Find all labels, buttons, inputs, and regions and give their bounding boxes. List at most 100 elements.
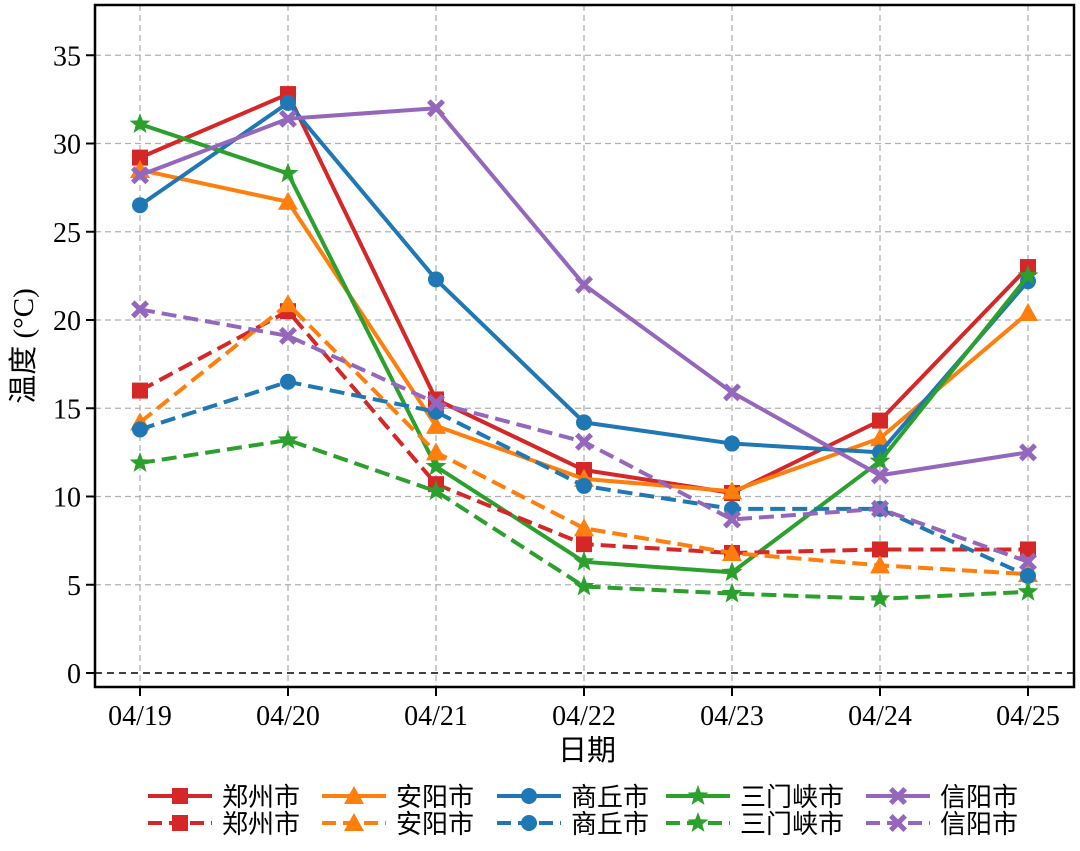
legend-item: 郑州市 (148, 783, 300, 812)
legend-item: 商丘市 (497, 810, 649, 839)
legend-label: 信阳市 (940, 810, 1018, 839)
data-point-square (576, 536, 592, 553)
data-point-star (425, 455, 447, 476)
data-point-square (1020, 541, 1036, 558)
data-point-square (872, 412, 888, 429)
legend-marker-circle (521, 788, 537, 804)
data-point-star (573, 575, 595, 596)
data-point-x (575, 275, 593, 294)
data-point-triangle (870, 555, 890, 574)
data-point-x (131, 166, 149, 185)
data-point-star (869, 450, 891, 471)
y-tick-label: 5 (67, 571, 81, 602)
series-solid-3 (129, 113, 1039, 582)
data-point-star (1017, 264, 1039, 285)
data-point-triangle (278, 191, 298, 210)
data-point-circle (1020, 567, 1036, 584)
data-point-square (132, 382, 148, 399)
data-point-circle (428, 271, 444, 288)
legend-item: 安阳市 (322, 783, 474, 812)
data-point-x (871, 499, 889, 518)
legend-marker-triangle (344, 813, 364, 831)
series-dashed-9 (131, 300, 1037, 571)
data-point-star (721, 582, 743, 603)
legend-marker-square (172, 815, 188, 831)
legend-marker-circle (521, 815, 537, 831)
legend-label: 三门峡市 (740, 783, 844, 812)
legend-marker-star (687, 812, 709, 832)
x-axis-label: 日期 (558, 735, 616, 767)
x-tick-label: 04/24 (848, 701, 912, 732)
data-point-triangle (278, 294, 298, 313)
legend-label: 郑州市 (222, 783, 300, 812)
data-point-circle (576, 477, 592, 494)
legend-label: 郑州市 (222, 810, 300, 839)
data-point-circle (132, 421, 148, 438)
y-tick-label: 30 (53, 130, 81, 161)
y-axis-label: 温度 (°C) (7, 288, 40, 404)
data-point-star (573, 550, 595, 571)
data-point-triangle (870, 428, 890, 447)
legend-item: 安阳市 (322, 810, 474, 839)
legend-label: 安阳市 (396, 810, 474, 839)
data-point-x (723, 510, 741, 529)
y-tick-label: 20 (53, 306, 81, 337)
y-tick-label: 15 (53, 394, 81, 425)
data-point-circle (576, 414, 592, 431)
data-point-x (723, 383, 741, 402)
legend-marker-x (889, 787, 907, 805)
y-tick-label: 10 (53, 483, 81, 514)
legend-marker-triangle (344, 786, 364, 804)
x-tick-label: 04/21 (404, 701, 468, 732)
series-dashed-8 (129, 429, 1039, 608)
data-point-star (1017, 580, 1039, 601)
data-point-star (869, 587, 891, 608)
data-point-star (277, 162, 299, 183)
data-point-x (871, 466, 889, 485)
data-point-star (425, 480, 447, 501)
data-point-triangle (722, 542, 742, 561)
data-point-circle (724, 435, 740, 452)
legend-item: 商丘市 (497, 783, 649, 812)
series-group (129, 86, 1039, 608)
y-tick-label: 35 (53, 41, 81, 72)
data-point-triangle (574, 518, 594, 537)
x-tick-label: 04/25 (996, 701, 1060, 732)
data-point-circle (280, 373, 296, 390)
legend-label: 商丘市 (571, 783, 649, 812)
y-tick-label: 25 (53, 218, 81, 249)
y-tick-label: 0 (67, 659, 81, 690)
data-point-triangle (1018, 302, 1038, 321)
legend-marker-star (687, 785, 709, 805)
data-point-star (129, 451, 151, 472)
legend-label: 信阳市 (940, 783, 1018, 812)
x-tick-label: 04/20 (256, 701, 320, 732)
series-solid-4 (131, 99, 1037, 485)
data-point-x (279, 109, 297, 128)
legend-item: 信阳市 (866, 810, 1018, 839)
data-point-square (872, 541, 888, 558)
data-point-x (279, 326, 297, 345)
legend-item: 三门峡市 (666, 783, 844, 812)
legend-marker-square (172, 788, 188, 804)
legend-label: 三门峡市 (740, 810, 844, 839)
data-point-x (427, 99, 445, 118)
x-tick-label: 04/22 (552, 701, 616, 732)
data-point-star (721, 561, 743, 582)
data-point-star (277, 429, 299, 449)
legend-item: 信阳市 (866, 783, 1018, 812)
data-point-triangle (426, 415, 446, 434)
data-point-x (575, 432, 593, 451)
data-point-x (427, 393, 445, 412)
legend-item: 郑州市 (148, 810, 300, 839)
data-point-circle (132, 197, 148, 214)
data-point-x (1019, 443, 1037, 462)
axes: 0 5 10 15 20 25 30 35 04/19 04/20 04/21 04/22 04/23 0… (53, 41, 1060, 732)
data-point-triangle (426, 442, 446, 461)
data-point-x (131, 300, 149, 319)
legend-label: 安阳市 (396, 783, 474, 812)
data-point-x (1019, 552, 1037, 571)
data-point-triangle (722, 481, 742, 500)
x-tick-label: 04/23 (700, 701, 764, 732)
